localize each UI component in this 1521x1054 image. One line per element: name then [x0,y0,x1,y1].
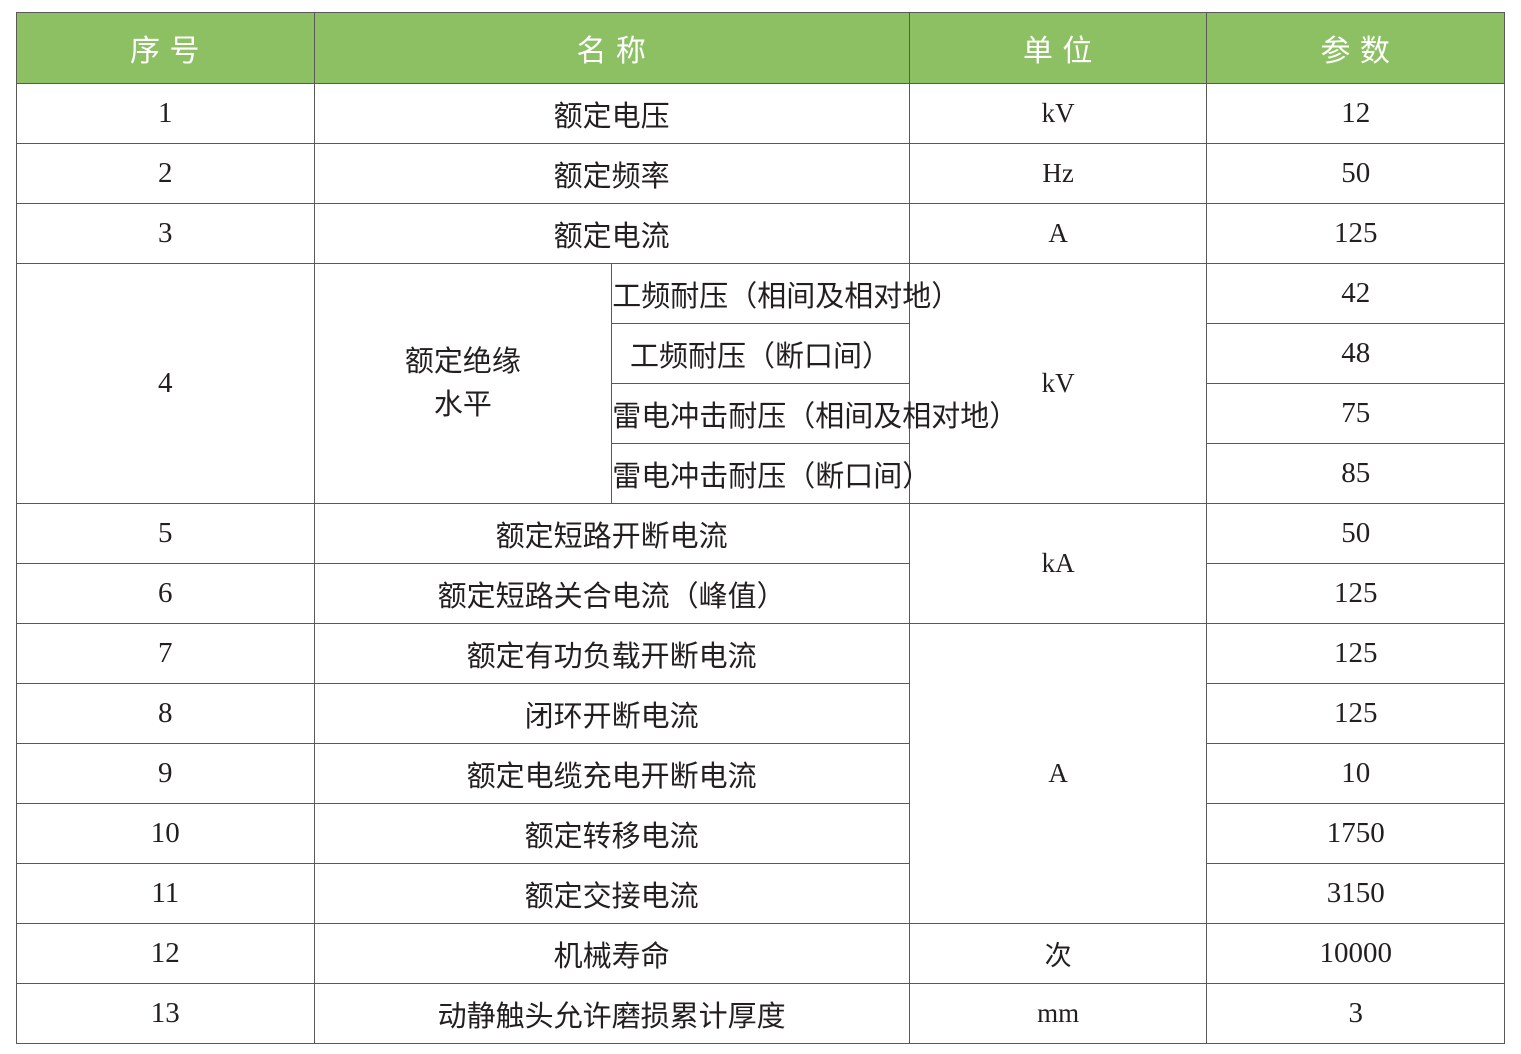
table-row: 10 额定转移电流 1750 [16,803,1505,864]
row-unit: kV [908,83,1208,144]
row-name: 额定短路关合电流（峰值） [313,563,910,624]
row-parameter: 48 [1206,323,1505,384]
row-parameter: 50 [1206,503,1505,564]
row-name: 额定有功负载开断电流 [313,623,910,684]
row-parameter: 3150 [1206,863,1505,924]
table-row: 13 动静触头允许磨损累计厚度 mm 3 [16,983,1505,1044]
table-row: 8 闭环开断电流 125 [16,683,1505,744]
row-index: 9 [16,743,315,804]
column-header-parameter: 参 数 [1206,12,1505,84]
table-row: 3 额定电流 A 125 [16,203,1505,264]
row-group-label-line2: 水平 [433,388,492,421]
row-unit: A [908,623,1208,924]
row-index: 3 [16,203,315,264]
row-name: 额定频率 [313,143,910,204]
column-header-index: 序 号 [16,12,315,84]
row-unit: Hz [908,143,1208,204]
row-parameter: 125 [1206,623,1505,684]
row-name: 额定电流 [313,203,910,264]
table-row: 雷电冲击耐压（相间及相对地） 75 [17,383,1505,444]
row-parameter: 3 [1206,983,1505,1044]
row-index: 13 [16,983,315,1044]
row-parameter: 75 [1206,383,1505,444]
row-index: 8 [16,683,315,744]
row-name: 工频耐压（相间及相对地） [611,263,960,324]
row-parameter: 85 [1206,443,1505,504]
table-row: 1 额定电压 kV 12 [16,83,1505,144]
row-name: 闭环开断电流 [313,683,910,744]
row-parameter: 125 [1206,683,1505,744]
row-name: 额定转移电流 [313,803,910,864]
row-index: 4 [16,263,315,504]
row-index: 6 [16,563,315,624]
row-unit: mm [908,983,1208,1044]
row-name: 机械寿命 [313,923,910,984]
header-row: 序 号 名 称 单 位 参 数 [16,12,1505,84]
row-parameter: 50 [1206,143,1505,204]
spec-table-container: 序 号 名 称 单 位 参 数 1 额定电压 kV 12 2 额定频率 Hz 5… [16,12,1505,1044]
row-name: 额定短路开断电流 [313,503,910,564]
row-parameter: 12 [1206,83,1505,144]
row-parameter: 1750 [1206,803,1505,864]
table-header: 序 号 名 称 单 位 参 数 [16,12,1505,84]
column-header-unit: 单 位 [908,12,1208,84]
row-name: 额定交接电流 [313,863,910,924]
row-unit: kV [908,263,1208,504]
row-name: 工频耐压（断口间） [611,323,910,384]
row-index: 1 [16,83,315,144]
row-parameter: 10000 [1206,923,1505,984]
row-unit: kA [908,503,1208,624]
row-index: 5 [16,503,315,564]
row-unit: A [908,203,1208,264]
table-row: 12 机械寿命 次 10000 [16,923,1505,984]
row-index: 7 [16,623,315,684]
row-parameter: 125 [1206,203,1505,264]
row-group-label: 额定绝缘 水平 [313,263,613,504]
table-body: 1 额定电压 kV 12 2 额定频率 Hz 50 3 额定电流 A 125 4… [16,83,1505,1044]
row-parameter: 10 [1206,743,1505,804]
table-row: 5 额定短路开断电流 kA 50 [16,503,1505,624]
row-name: 雷电冲击耐压（断口间） [611,443,931,504]
table-row: 9 额定电缆充电开断电流 10 [16,743,1505,804]
row-index: 11 [16,863,315,924]
row-index: 2 [16,143,315,204]
table-row: 2 额定频率 Hz 50 [16,143,1505,204]
row-name: 动静触头允许磨损累计厚度 [313,983,910,1044]
table-row: 7 额定有功负载开断电流 A 125 [16,623,1505,924]
row-name: 额定电压 [313,83,910,144]
row-index: 10 [16,803,315,864]
row-parameter: 125 [1206,563,1505,624]
table-row: 雷电冲击耐压（断口间） 85 [17,443,1505,504]
table-row: 4 额定绝缘水平 工频耐压（相间及相对地） kV 42 [16,263,1505,504]
row-name: 雷电冲击耐压（相间及相对地） [611,383,1018,444]
row-name: 额定电缆充电开断电流 [313,743,910,804]
table-row: 6 额定短路关合电流（峰值） 125 [16,563,1505,624]
column-header-name: 名 称 [313,12,910,84]
table-row: 工频耐压（断口间） 48 [17,323,1505,384]
row-group-label-line1: 额定绝缘 [404,346,521,379]
row-index: 12 [16,923,315,984]
row-unit: 次 [908,923,1208,984]
row-parameter: 42 [1206,263,1505,324]
technical-parameter-table: 序 号 名 称 单 位 参 数 1 额定电压 kV 12 2 额定频率 Hz 5… [16,12,1505,1044]
table-row: 11 额定交接电流 3150 [16,863,1505,924]
